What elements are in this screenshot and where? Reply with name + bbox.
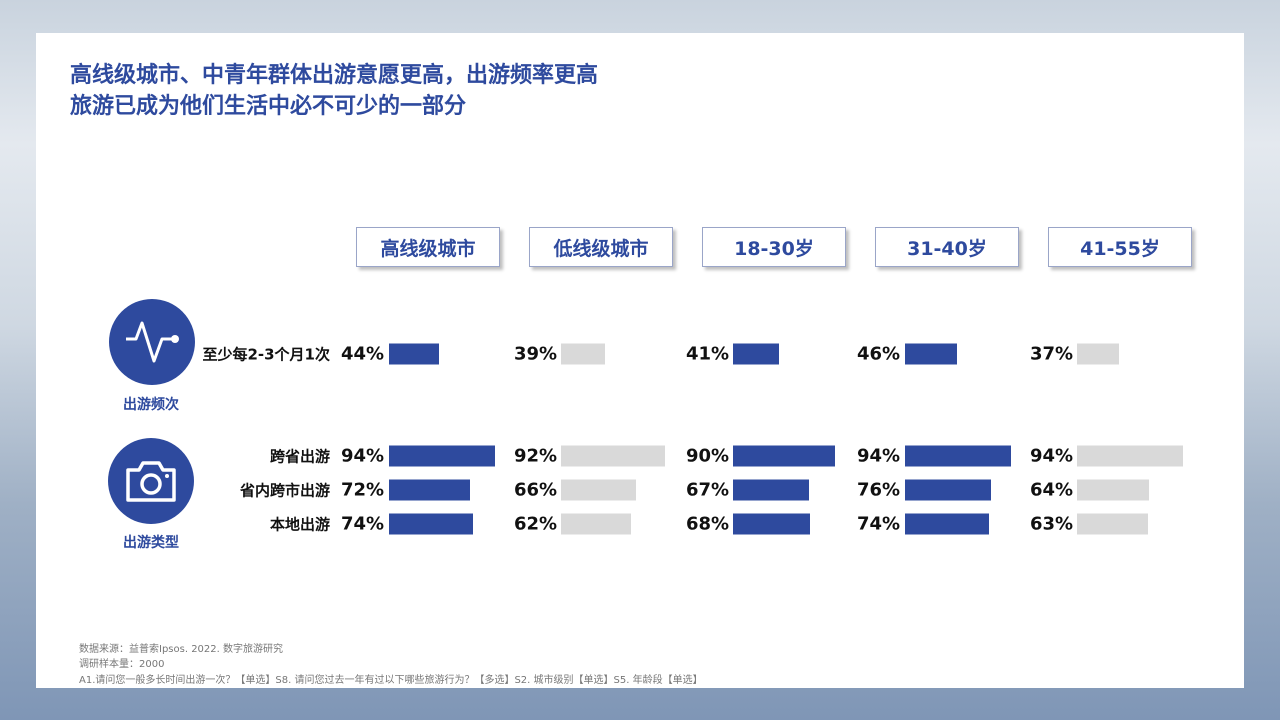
value-label: 92% [514, 445, 558, 467]
value-label: 44% [341, 343, 385, 365]
bar [905, 445, 1012, 467]
camera-icon [108, 438, 194, 524]
value-label: 74% [857, 513, 901, 535]
bar [1077, 445, 1184, 467]
bar [1077, 479, 1150, 501]
value-label: 94% [857, 445, 901, 467]
footer-source: 数据来源：益普索Ipsos. 2022. 数字旅游研究 [79, 644, 283, 655]
value-label: 67% [686, 479, 730, 501]
group-label-type: 出游类型 [123, 535, 179, 551]
bar [561, 343, 606, 365]
title-line-1: 高线级城市、中青年群体出游意愿更高，出游频率更高 [70, 63, 599, 88]
group-label-frequency: 出游频次 [123, 397, 179, 413]
column-header: 41-55岁 [1048, 227, 1192, 267]
slide-panel [36, 33, 1244, 688]
column-header: 18-30岁 [702, 227, 846, 267]
pulse-icon [109, 299, 195, 385]
bar [905, 479, 991, 501]
row-label: 省内跨市出游 [239, 481, 330, 500]
bar [733, 479, 809, 501]
bar [561, 479, 636, 501]
bar [561, 445, 665, 467]
value-label: 94% [1030, 445, 1074, 467]
value-label: 76% [857, 479, 901, 501]
value-label: 64% [1030, 479, 1074, 501]
bar [905, 513, 989, 535]
bar [389, 479, 471, 501]
value-label: 94% [341, 445, 385, 467]
bar [389, 513, 473, 535]
value-label: 46% [857, 343, 901, 365]
footer-sample: 调研样本量：2000 [79, 659, 165, 670]
row-label: 至少每2-3个月1次 [202, 345, 330, 364]
bar [905, 343, 957, 365]
value-label: 37% [1030, 343, 1074, 365]
bar [733, 445, 835, 467]
bar [389, 343, 439, 365]
value-label: 68% [686, 513, 730, 535]
bar [561, 513, 632, 535]
bar [733, 343, 780, 365]
value-label: 72% [341, 479, 385, 501]
value-label: 39% [514, 343, 558, 365]
value-label: 90% [686, 445, 730, 467]
column-header: 低线级城市 [529, 227, 673, 267]
value-label: 74% [341, 513, 385, 535]
column-header: 高线级城市 [356, 227, 500, 267]
row-label: 跨省出游 [269, 447, 330, 466]
bar [733, 513, 810, 535]
value-label: 41% [686, 343, 730, 365]
bar [1077, 513, 1149, 535]
value-label: 63% [1030, 513, 1074, 535]
bar [389, 445, 496, 467]
row-label: 本地出游 [269, 515, 330, 534]
column-header: 31-40岁 [875, 227, 1019, 267]
footer-questions: A1.请问您一般多长时间出游一次？【单选】S8. 请问您过去一年有过以下哪些旅游… [79, 675, 703, 686]
slide-title: 高线级城市、中青年群体出游意愿更高，出游频率更高 旅游已成为他们生活中必不可少的… [70, 60, 598, 122]
title-line-2: 旅游已成为他们生活中必不可少的一部分 [70, 94, 467, 119]
value-label: 62% [514, 513, 558, 535]
bar [1077, 343, 1119, 365]
value-label: 66% [514, 479, 558, 501]
